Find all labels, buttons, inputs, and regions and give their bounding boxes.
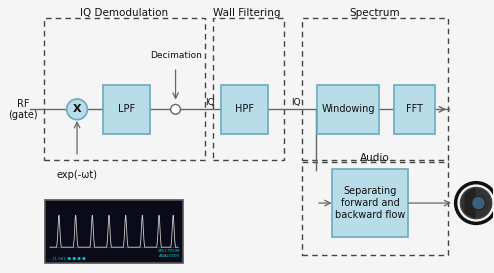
Text: IQ Demodulation: IQ Demodulation <box>80 8 168 18</box>
Text: Spectrum: Spectrum <box>350 8 401 18</box>
Bar <box>212 18 284 160</box>
Text: SPECTRUM
ANALYZER: SPECTRUM ANALYZER <box>158 249 180 258</box>
Text: IQ: IQ <box>291 98 301 107</box>
Bar <box>302 162 448 255</box>
FancyBboxPatch shape <box>103 85 150 134</box>
Polygon shape <box>465 188 475 218</box>
Text: Decimation: Decimation <box>150 51 202 60</box>
Text: X: X <box>73 104 82 114</box>
Text: Separating
forward and
backward flow: Separating forward and backward flow <box>335 186 406 220</box>
Text: --- [1.5K]  ● ● ● ●: --- [1.5K] ● ● ● ● <box>47 256 86 260</box>
Text: Audio: Audio <box>360 153 390 163</box>
FancyBboxPatch shape <box>394 85 435 134</box>
Ellipse shape <box>67 99 87 120</box>
Text: LPF: LPF <box>118 104 135 114</box>
Bar <box>45 200 183 263</box>
Text: Windowing: Windowing <box>321 104 375 114</box>
Text: RF
(gate): RF (gate) <box>8 99 38 120</box>
Ellipse shape <box>170 105 180 114</box>
Text: FFT: FFT <box>406 104 423 114</box>
FancyBboxPatch shape <box>332 169 409 237</box>
FancyBboxPatch shape <box>221 85 268 134</box>
Text: IQ: IQ <box>205 98 215 107</box>
Ellipse shape <box>472 196 485 210</box>
FancyBboxPatch shape <box>317 85 379 134</box>
Text: Wall Filtering: Wall Filtering <box>213 8 281 18</box>
Ellipse shape <box>460 187 492 219</box>
Bar <box>44 18 205 160</box>
Bar <box>302 18 448 160</box>
Text: exp(-ωt): exp(-ωt) <box>56 170 97 180</box>
Text: HPF: HPF <box>235 104 254 114</box>
